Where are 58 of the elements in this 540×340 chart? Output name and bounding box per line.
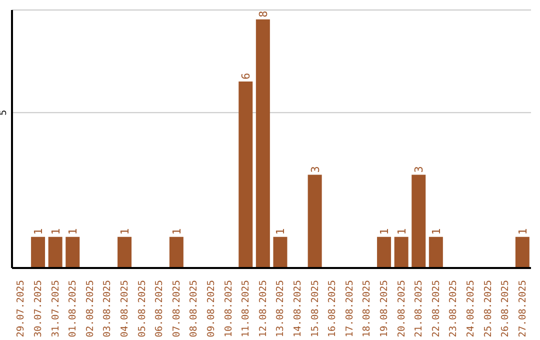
x-tick-label: 21.08.2025 [414, 280, 425, 338]
data-label: 1 [49, 228, 62, 235]
data-label: 1 [118, 228, 132, 235]
data-label: 1 [32, 228, 46, 235]
x-tick-label: 20.08.2025 [396, 280, 408, 338]
x-tick-label: 09.08.2025 [206, 280, 217, 338]
bar [515, 236, 530, 268]
x-tick-label: 14.08.2025 [292, 280, 304, 338]
bar [238, 81, 253, 268]
x-tick-label: 11.08.2025 [240, 280, 252, 338]
x-tick-label: 18.08.2025 [362, 280, 373, 338]
x-tick-label: 31.07.2025 [50, 280, 62, 338]
data-label: 1 [66, 228, 80, 235]
bar [428, 236, 443, 268]
x-tick-label: 06.08.2025 [154, 280, 166, 338]
x-tick-label: 25.08.2025 [482, 280, 494, 338]
bar [377, 236, 392, 268]
data-label: 3 [412, 166, 426, 173]
x-tick-label: 03.08.2025 [102, 280, 114, 338]
bar [308, 174, 322, 268]
x-tick-label: 24.08.2025 [465, 280, 476, 338]
x-tick-label: 23.08.2025 [448, 280, 460, 338]
bar [412, 174, 426, 268]
x-tick-label: 29.07.2025 [16, 280, 27, 338]
x-tick-label: 22.08.2025 [430, 280, 442, 338]
data-label: 1 [395, 228, 408, 235]
data-label: 6 [240, 72, 253, 80]
bar [273, 236, 288, 268]
x-tick-label: 04.08.2025 [119, 280, 130, 338]
x-tick-label: 30.07.2025 [32, 280, 44, 338]
x-tick-label: 01.08.2025 [68, 280, 79, 338]
x-tick-label: 16.08.2025 [327, 280, 338, 338]
x-tick-label: 05.08.2025 [136, 280, 148, 338]
x-tick-label: 26.08.2025 [500, 280, 512, 338]
x-tick-label: 15.08.2025 [310, 280, 321, 338]
x-tick-label: 12.08.2025 [258, 280, 269, 338]
bar [48, 236, 62, 268]
bar [169, 236, 184, 268]
x-tick-label: 27.08.2025 [517, 280, 528, 338]
x-tick-label: 10.08.2025 [223, 280, 234, 338]
x-tick-label: 02.08.2025 [84, 280, 96, 338]
bar [394, 236, 408, 268]
data-label: 1 [516, 228, 530, 235]
data-label: 8 [256, 10, 270, 18]
data-label: 1 [170, 228, 184, 235]
x-tick-label: 19.08.2025 [378, 280, 390, 338]
data-label: 1 [378, 228, 392, 235]
x-tick-label: 07.08.2025 [171, 280, 182, 338]
data-label: 1 [430, 228, 443, 235]
x-tick-label: 17.08.2025 [344, 280, 356, 338]
data-label: 3 [308, 166, 322, 173]
bar [118, 236, 132, 268]
bar [31, 236, 46, 268]
bar [66, 236, 80, 268]
data-label: 1 [274, 228, 288, 235]
x-tick-label: 13.08.2025 [275, 280, 286, 338]
x-tick-label: 08.08.2025 [188, 280, 200, 338]
bar [256, 19, 270, 268]
